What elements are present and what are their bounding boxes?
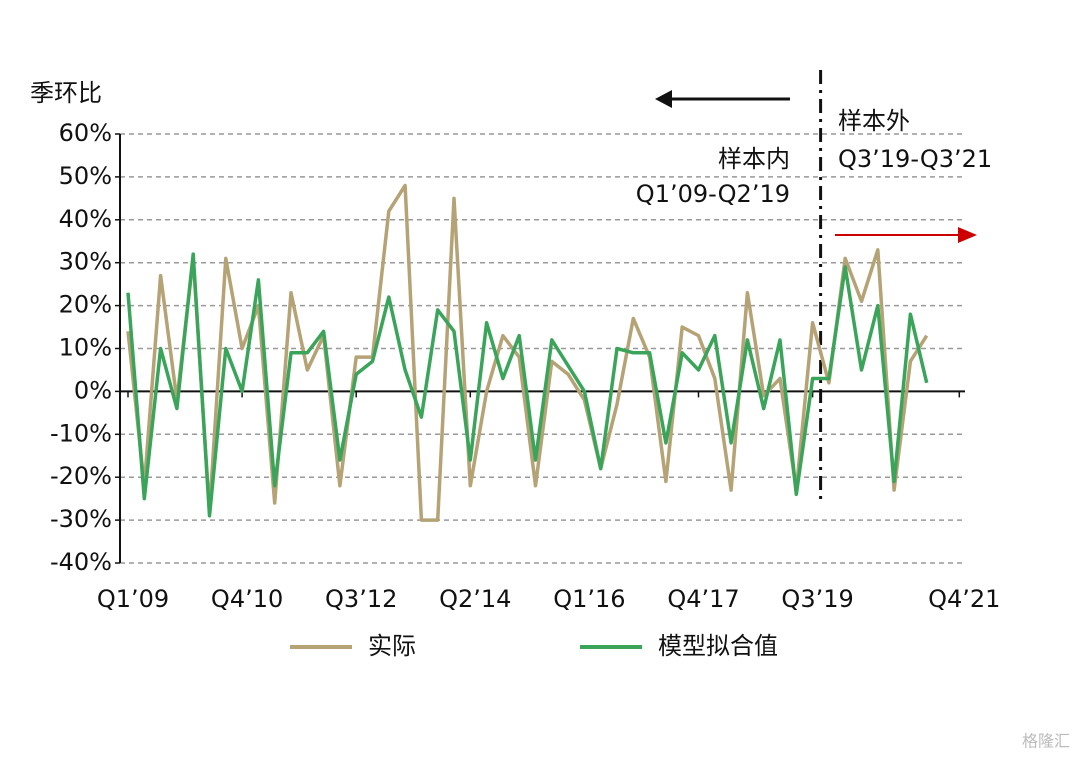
x-tick-label: Q1’16 — [553, 585, 625, 613]
annotation: Q3’19-Q3’21 — [838, 145, 992, 173]
x-tick-label: Q2’14 — [439, 585, 511, 613]
x-tick-label: Q4’10 — [211, 585, 283, 613]
annotation: 样本内 — [718, 145, 790, 173]
y-tick-label: 30% — [59, 248, 112, 276]
legend-label: 实际 — [368, 632, 416, 660]
watermark: 格隆汇 — [1022, 732, 1070, 751]
y-tick-label: 20% — [59, 291, 112, 319]
x-tick-label: Q4’21 — [928, 585, 1000, 613]
y-tick-label: -30% — [50, 505, 112, 533]
x-tick-label: Q3’12 — [325, 585, 397, 613]
arrow-head — [655, 90, 672, 108]
x-tick-label: Q3’19 — [781, 585, 853, 613]
x-tick-label: Q1’09 — [97, 585, 169, 613]
x-tick-label: Q4’17 — [667, 585, 739, 613]
y-tick-label: 60% — [59, 119, 112, 147]
y-tick-label: -10% — [50, 419, 112, 447]
legend-label: 模型拟合值 — [658, 632, 778, 660]
y-tick-label: -40% — [50, 548, 112, 576]
y-tick-label: 0% — [74, 376, 112, 404]
annotation: 样本外 — [838, 107, 910, 135]
y-tick-label: 50% — [59, 162, 112, 190]
y-tick-label: -20% — [50, 462, 112, 490]
series-line — [126, 252, 929, 518]
y-axis-label: 季环比 — [30, 79, 102, 107]
annotation: Q1’09-Q2’19 — [636, 180, 790, 208]
y-tick-label: 40% — [59, 205, 112, 233]
arrow-head — [958, 227, 977, 243]
y-tick-label: 10% — [59, 334, 112, 362]
